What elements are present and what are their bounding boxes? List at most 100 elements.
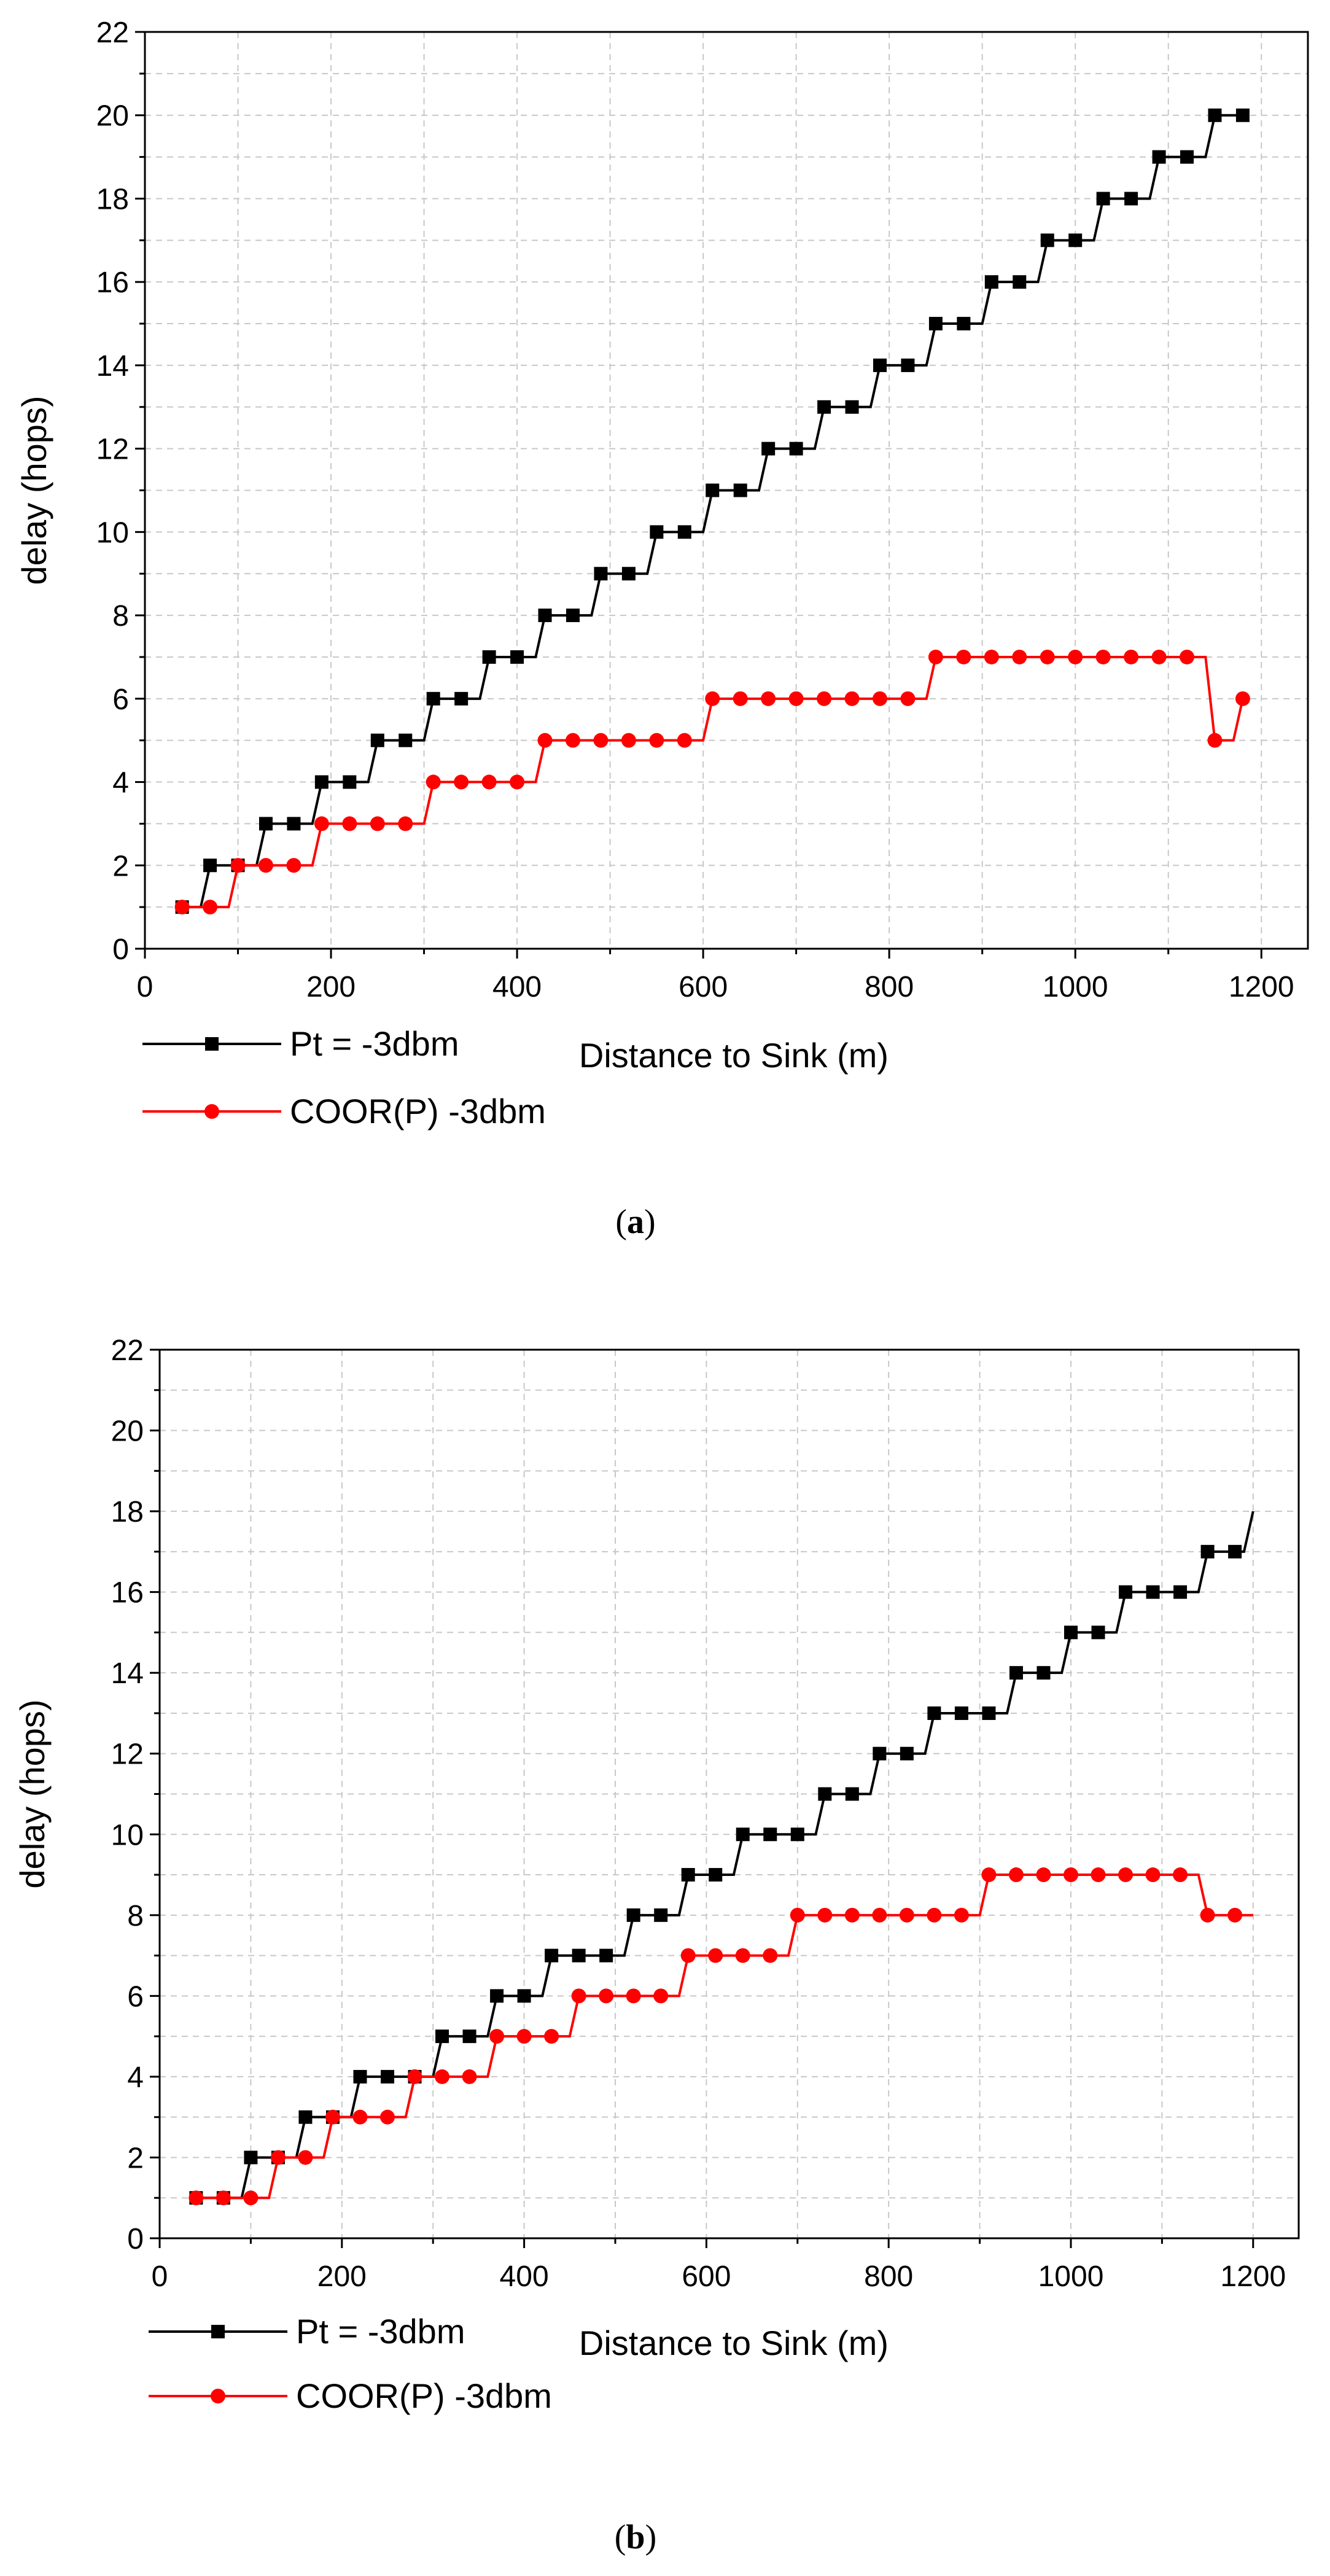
data-point [244, 2150, 258, 2165]
data-point [653, 1988, 669, 2004]
y-tick-label: 0 [112, 933, 129, 966]
data-point [407, 2069, 422, 2084]
data-point [1146, 1585, 1160, 1599]
data-point [1173, 1585, 1188, 1599]
data-point [381, 2069, 394, 2084]
data-point [1208, 108, 1222, 122]
data-point [594, 567, 608, 581]
data-point [314, 775, 329, 789]
gridlines [160, 1350, 1299, 2238]
data-point [788, 691, 804, 706]
y-tick-label: 6 [127, 1980, 144, 2013]
y-tick-label: 18 [111, 1496, 144, 1528]
panel-a: 0 200 400 600 800 1000 1200 0 2 4 6 8 10 12 14 16 18 20 22… [15, 17, 1309, 1241]
data-point [599, 1948, 613, 1963]
data-point [298, 2150, 313, 2165]
data-point [982, 1706, 996, 1720]
data-point [1068, 649, 1083, 664]
data-point [900, 1746, 914, 1761]
data-point [1036, 1867, 1051, 1883]
data-point [599, 1988, 614, 2004]
legend: Pt = -3dbm COOR(P) -3dbm [149, 2312, 552, 2415]
y-tick-label: 0 [127, 2223, 144, 2255]
y-tick-label: 20 [111, 1415, 144, 1448]
legend-label: Pt = -3dbm [290, 1024, 459, 1063]
data-point [790, 1827, 804, 1842]
data-point [1235, 691, 1250, 706]
data-point [1040, 649, 1055, 664]
data-point [845, 1787, 859, 1801]
data-point [435, 2029, 449, 2044]
data-point [927, 1706, 941, 1720]
data-point [873, 1746, 887, 1761]
data-point [1119, 1585, 1133, 1599]
legend: Pt = -3dbm COOR(P) -3dbm [142, 1024, 546, 1130]
y-tick-label: 10 [96, 516, 129, 549]
data-point [462, 2029, 476, 2044]
data-point [677, 525, 691, 539]
series-line [182, 114, 1243, 909]
x-tick-label: 800 [865, 971, 914, 1003]
data-point [706, 483, 720, 497]
series-pt-3dbm [189, 1511, 1254, 2205]
data-point [510, 774, 525, 790]
legend-marker [211, 2389, 225, 2403]
data-point [1227, 1907, 1243, 1923]
data-point [1013, 275, 1027, 289]
data-point [544, 2029, 559, 2044]
data-point [1064, 1867, 1078, 1883]
series-coor-p-3dbm [189, 1867, 1253, 2206]
y-tick-label: 4 [112, 767, 129, 800]
x-tick-label: 1200 [1220, 2260, 1286, 2293]
data-point [462, 2069, 477, 2084]
panel-caption: (b) [615, 2518, 656, 2556]
y-tick-label: 12 [111, 1738, 144, 1771]
data-point [270, 2150, 286, 2165]
data-point [873, 358, 887, 372]
data-point [1064, 1625, 1078, 1640]
series-line [196, 1511, 1254, 2200]
data-point [899, 1907, 914, 1923]
data-point [705, 691, 720, 706]
data-point [735, 1948, 750, 1963]
data-point [1207, 733, 1223, 748]
data-point [1180, 150, 1194, 164]
data-point [287, 817, 301, 831]
data-point [230, 858, 246, 873]
data-point [736, 1827, 750, 1842]
data-point [844, 691, 860, 706]
x-tick-label: 1200 [1229, 971, 1294, 1003]
data-point [790, 1907, 805, 1923]
x-axis: 0 200 400 600 800 1000 1200 [137, 949, 1294, 1003]
data-point [1008, 1867, 1024, 1883]
data-point [621, 567, 636, 581]
data-point [572, 1948, 586, 1963]
x-tick-label: 0 [137, 971, 154, 1003]
data-point [380, 2109, 395, 2125]
data-point [1036, 1666, 1051, 1680]
data-point [957, 317, 971, 331]
y-tick-label: 22 [96, 17, 129, 49]
data-point [680, 1948, 696, 1963]
data-point [1096, 192, 1110, 206]
data-point [761, 442, 776, 456]
data-point [900, 691, 916, 706]
x-axis: 0 200 400 600 800 1000 1200 [152, 2238, 1286, 2293]
y-tick-label: 8 [127, 1900, 144, 1932]
y-tick-label: 2 [112, 850, 129, 882]
legend-marker [204, 1104, 219, 1119]
data-point [426, 774, 441, 790]
panel-caption: (a) [615, 1203, 655, 1241]
data-point [901, 358, 915, 372]
series-coor-p-3dbm [174, 649, 1250, 915]
data-point [1124, 649, 1139, 664]
x-tick-label: 800 [864, 2260, 913, 2293]
data-point [954, 1907, 969, 1923]
legend-label: Pt = -3dbm [296, 2312, 465, 2351]
data-point [984, 649, 999, 664]
data-point [626, 1908, 640, 1922]
legend-item: COOR(P) -3dbm [142, 1092, 546, 1130]
y-tick-label: 4 [127, 2061, 144, 2094]
data-point [1228, 1544, 1242, 1558]
